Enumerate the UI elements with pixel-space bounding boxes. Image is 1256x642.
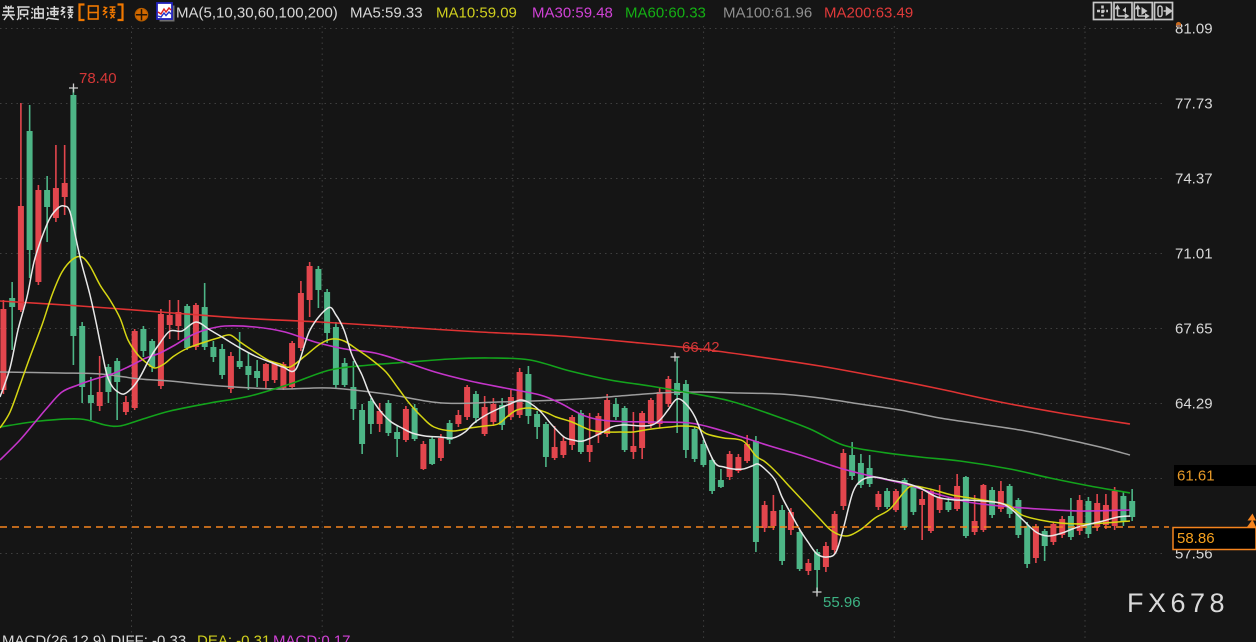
svg-text:81.09: 81.09 bbox=[1175, 21, 1213, 38]
svg-text:MACD(26,12,9) DIFF: -0.33: MACD(26,12,9) DIFF: -0.33 bbox=[2, 633, 186, 642]
svg-text:78.40: 78.40 bbox=[79, 70, 117, 87]
svg-text:58.86: 58.86 bbox=[1177, 530, 1215, 547]
svg-text:71.01: 71.01 bbox=[1175, 246, 1213, 263]
svg-text:DEA: -0.31: DEA: -0.31 bbox=[197, 633, 270, 642]
svg-text:MA60:60.33: MA60:60.33 bbox=[625, 5, 706, 22]
svg-text:55.96: 55.96 bbox=[823, 594, 861, 611]
svg-text:74.37: 74.37 bbox=[1175, 171, 1213, 188]
svg-text:MA200:63.49: MA200:63.49 bbox=[824, 5, 913, 22]
svg-text:FX678: FX678 bbox=[1127, 588, 1229, 618]
svg-text:61.61: 61.61 bbox=[1177, 468, 1215, 485]
svg-text:MA100:61.96: MA100:61.96 bbox=[723, 5, 812, 22]
svg-text:MA5:59.33: MA5:59.33 bbox=[350, 5, 423, 22]
svg-text:64.29: 64.29 bbox=[1175, 396, 1213, 413]
svg-text:67.65: 67.65 bbox=[1175, 321, 1213, 338]
svg-text:77.73: 77.73 bbox=[1175, 96, 1213, 113]
svg-text:MA(5,10,30,60,100,200): MA(5,10,30,60,100,200) bbox=[176, 5, 338, 22]
svg-text:66.42: 66.42 bbox=[682, 339, 720, 356]
svg-text:MACD:0.17: MACD:0.17 bbox=[273, 633, 351, 642]
svg-text:MA10:59.09: MA10:59.09 bbox=[436, 5, 517, 22]
svg-text:MA30:59.48: MA30:59.48 bbox=[532, 5, 613, 22]
